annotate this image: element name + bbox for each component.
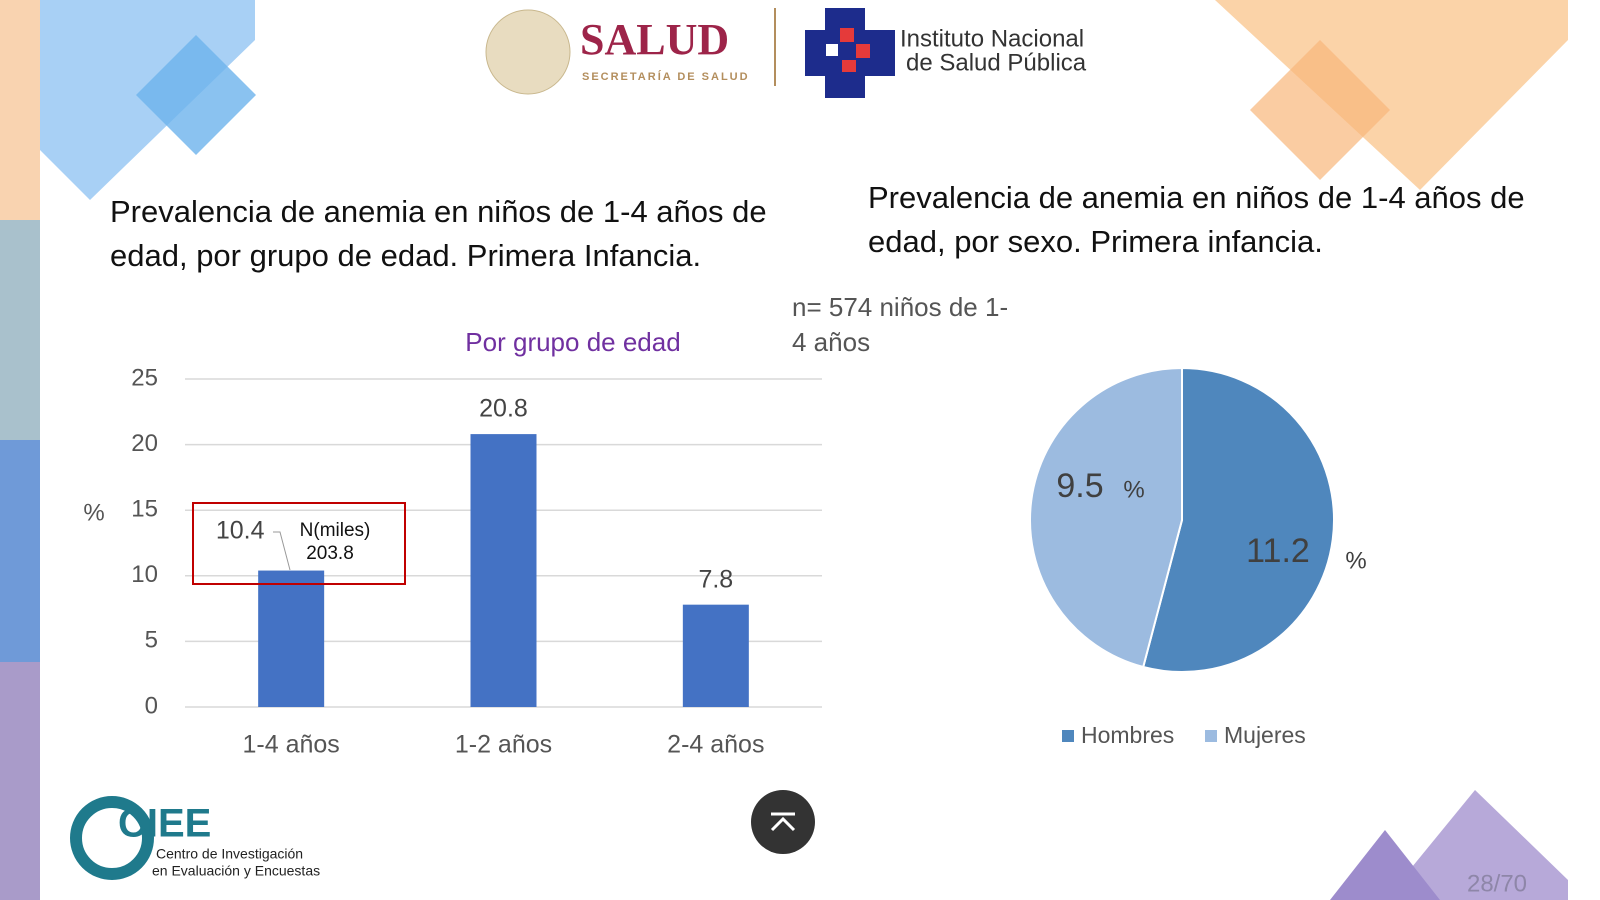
y-tick-label: 25 — [131, 364, 158, 391]
stripe — [0, 662, 40, 900]
decor — [1330, 830, 1440, 900]
y-tick-label: 15 — [131, 496, 158, 523]
x-tick-label: 2-4 años — [667, 731, 764, 759]
x-tick-label: 1-2 años — [455, 731, 552, 759]
value-label: 20.8 — [479, 395, 528, 423]
legend-label: Mujeres — [1224, 722, 1306, 748]
decor — [1385, 790, 1568, 900]
insp-logo — [805, 8, 895, 98]
x-tick-label: 1-4 años — [243, 731, 340, 759]
page-number: 28/70 — [1467, 870, 1527, 897]
stripe — [0, 440, 40, 662]
value-unit: % — [1123, 476, 1144, 503]
decor — [1250, 40, 1390, 180]
legend-swatch — [1205, 730, 1217, 742]
legend-label: Hombres — [1081, 722, 1174, 748]
value-label: 7.8 — [698, 565, 733, 593]
stripe — [0, 220, 40, 440]
y-axis-label: % — [83, 499, 104, 526]
pie-slice — [1141, 366, 1335, 673]
leader-line — [273, 531, 291, 571]
value-label: 9.5 — [1056, 467, 1103, 505]
y-tick-label: 5 — [145, 627, 158, 654]
bar — [470, 434, 537, 707]
footer-logo-mark — [70, 796, 154, 880]
annotation-box — [192, 502, 406, 585]
decor — [1215, 0, 1568, 190]
legend-swatch — [1062, 730, 1074, 742]
y-tick-label: 0 — [145, 692, 158, 719]
brand: SALUD — [580, 15, 729, 64]
value-label: 11.2 — [1246, 532, 1310, 570]
bar — [682, 604, 749, 707]
seal — [485, 9, 571, 95]
footer-logo: CIEE — [118, 802, 211, 846]
decor — [136, 35, 256, 155]
chart-subtitle: Por grupo de edad — [465, 327, 680, 357]
institute: Instituto Nacional — [900, 25, 1084, 52]
footer-text: en Evaluación y Encuestas — [152, 863, 320, 879]
institute: de Salud Pública — [906, 49, 1087, 76]
value-label: 10.4 — [216, 517, 265, 545]
stripe — [0, 0, 40, 220]
bar — [258, 570, 325, 707]
annotation: 203.8 — [306, 543, 354, 564]
brand-sub: SECRETARÍA DE SALUD — [582, 70, 750, 83]
pie-slice — [1029, 366, 1183, 669]
chart-title: Prevalencia de anemia en niños de 1-4 añ… — [868, 180, 1525, 259]
footer-text: Centro de Investigación — [156, 846, 303, 862]
value-unit: % — [1345, 547, 1366, 574]
y-tick-label: 20 — [131, 430, 158, 457]
y-tick-label: 10 — [131, 561, 158, 588]
annotation: N(miles) — [300, 520, 371, 541]
chart-subtitle: n= 574 niños de 1-4 años — [792, 292, 1009, 357]
chart-title: Prevalencia de anemia en niños de 1-4 añ… — [110, 194, 767, 273]
icon — [770, 812, 796, 832]
scroll-top-button[interactable] — [751, 790, 815, 854]
